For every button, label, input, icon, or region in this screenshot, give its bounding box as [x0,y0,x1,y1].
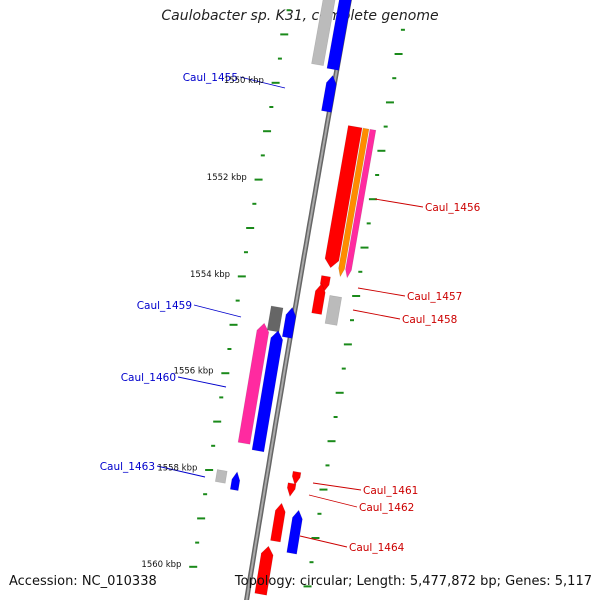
gene-label: Caul_1460 [121,372,176,384]
gene-feature [270,502,286,543]
gene-feature [251,330,284,453]
gene-label: Caul_1455 [183,72,238,84]
gene-feature [229,471,241,491]
gene-label: Caul_1458 [402,314,457,326]
callout-line [352,309,401,320]
gene-feature [214,469,228,484]
gene-feature [254,545,274,596]
gene-label: Caul_1456 [425,202,481,214]
gene-feature [311,0,336,66]
map-title: Caulobacter sp. K31, complete genome [161,8,439,24]
gene-label: Caul_1464 [349,542,405,554]
gene-label: Caul_1459 [137,300,192,312]
gene-feature [311,283,326,315]
gene-feature [286,482,297,498]
tick-marks [189,9,405,588]
callout-line [374,198,424,208]
gene-feature [321,74,337,113]
topology-text: Topology: circular; Length: 5,477,872 bp… [234,574,592,589]
gene-feature [345,128,377,279]
gene-feature [266,305,284,333]
kbp-label: 1554 kbp [190,270,230,280]
callout-line [299,535,348,548]
gene-feature [286,509,303,555]
kbp-label: 1560 kbp [141,560,181,570]
gene-features [214,0,377,596]
gene-feature [324,295,343,326]
callout-line [312,482,362,491]
gene-feature [338,127,370,278]
gene-feature [291,470,302,486]
gene-label: Caul_1457 [407,291,462,303]
accession-text: Accession: NC_010338 [9,574,157,589]
gene-feature [326,0,352,71]
kbp-label: 1556 kbp [174,367,214,377]
gene-feature [324,125,363,269]
gene-label: Caul_1462 [359,502,414,514]
gene-callouts: Caul_1455 Caul_1456 Caul_1457 Caul_1458 Caul… [100,72,481,554]
callout-line [357,287,406,297]
kbp-label: 1552 kbp [207,173,247,183]
callout-line [193,304,242,318]
callout-line [308,494,358,508]
kbp-label: 1558 kbp [157,463,197,473]
callout-line [177,376,227,388]
callout-line [239,76,286,89]
gene-label: Caul_1461 [363,485,418,497]
gene-feature [281,306,297,339]
kbp-labels: 1550 kbp 1552 kbp 1554 kbp 1556 kbp 1558 kbp… [141,76,263,570]
callout-line [156,465,206,478]
kbp-label: 1550 kbp [224,76,264,86]
gene-feature [237,322,270,445]
gene-label: Caul_1463 [100,461,155,473]
